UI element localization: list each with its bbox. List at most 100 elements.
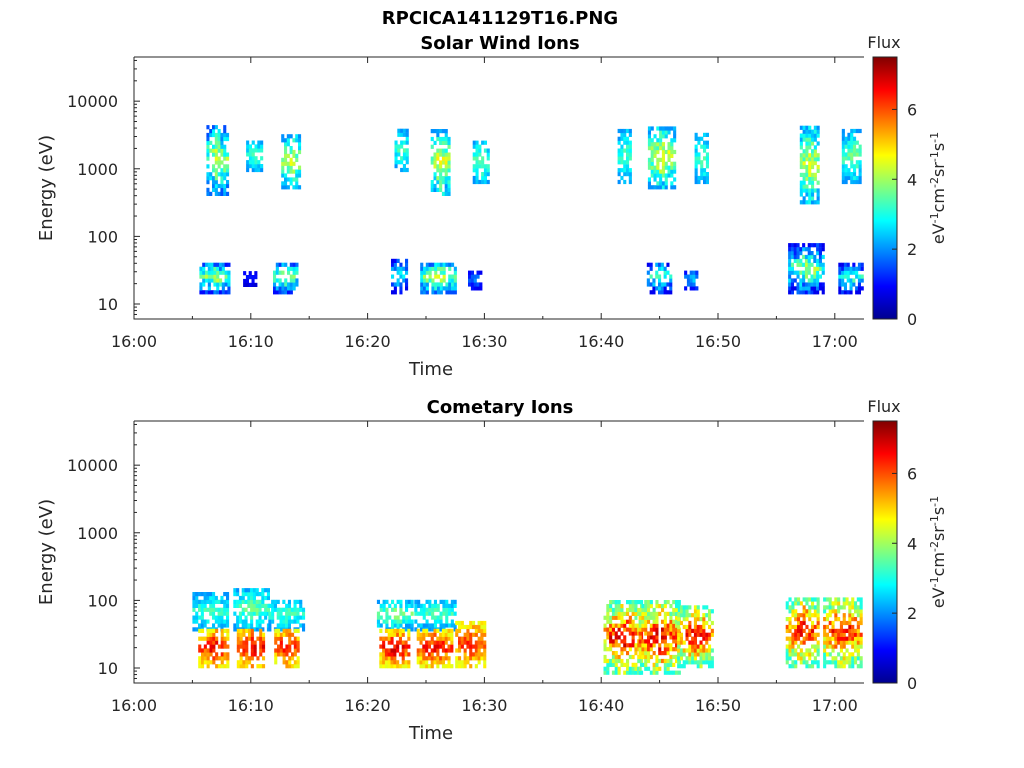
heatmap-cell	[460, 624, 464, 630]
heatmap-cell	[207, 278, 211, 283]
heatmap-cell	[463, 640, 467, 645]
heatmap-cell	[685, 609, 689, 614]
heatmap-cell	[802, 274, 806, 279]
heatmap-cell	[805, 188, 809, 193]
heatmap-cell	[436, 168, 440, 173]
heatmap-cell	[279, 644, 283, 649]
heatmap-cell	[804, 247, 808, 252]
heatmap-cell	[217, 160, 221, 165]
heatmap-cell	[241, 619, 245, 624]
heatmap-cell	[802, 188, 806, 193]
heatmap-cell	[215, 664, 219, 669]
heatmap-cell	[620, 128, 624, 134]
heatmap-cell	[805, 636, 809, 641]
heatmap-cell	[644, 654, 648, 660]
heatmap-cell	[219, 290, 223, 295]
heatmap-cell	[788, 664, 792, 669]
heatmap-cell	[660, 266, 664, 271]
heatmap-cell	[399, 599, 403, 604]
heatmap-cell	[284, 278, 288, 283]
heatmap-cell	[816, 141, 820, 146]
heatmap-cell	[850, 148, 854, 153]
heatmap-cell	[458, 660, 462, 665]
heatmap-cell	[811, 597, 815, 602]
heatmap-cell	[468, 282, 472, 287]
heatmap-cell	[233, 611, 237, 616]
heatmap-cell	[686, 274, 690, 279]
heatmap-cell	[399, 282, 403, 287]
heatmap-cell	[439, 164, 443, 169]
heatmap-cell	[260, 164, 264, 169]
heatmap-cell	[198, 660, 202, 665]
heatmap-cell	[623, 160, 627, 165]
heatmap-cell	[693, 640, 697, 645]
heatmap-cell	[441, 148, 445, 153]
heatmap-cell	[682, 605, 686, 610]
heatmap-cell	[292, 169, 296, 174]
heatmap-cell	[684, 274, 688, 279]
heatmap-cell	[405, 270, 409, 275]
heatmap-cell	[667, 153, 671, 158]
heatmap-cell	[821, 270, 825, 275]
heatmap-cell	[679, 656, 683, 661]
heatmap-cell	[609, 615, 613, 620]
heatmap-cell	[254, 148, 258, 153]
heatmap-cell	[248, 144, 252, 149]
heatmap-cell	[853, 168, 857, 173]
heatmap-cell	[609, 662, 613, 667]
heatmap-cell	[697, 140, 701, 145]
heatmap-cell	[705, 160, 709, 165]
heatmap-cell	[430, 664, 434, 669]
heatmap-cell	[673, 161, 677, 166]
x-axis-label: Time	[408, 723, 453, 744]
heatmap-cell	[476, 282, 480, 287]
heatmap-cell	[805, 664, 809, 669]
heatmap-cell	[281, 185, 285, 190]
heatmap-cell	[404, 640, 408, 645]
heatmap-cell	[659, 130, 663, 135]
heatmap-cell	[255, 627, 259, 632]
heatmap-cell	[813, 278, 817, 283]
heatmap-cell	[206, 636, 210, 641]
heatmap-cell	[667, 169, 671, 174]
heatmap-cell	[192, 599, 196, 604]
heatmap-cell	[805, 172, 809, 177]
heatmap-cell	[788, 620, 792, 626]
heatmap-cell	[450, 644, 454, 649]
heatmap-cell	[192, 592, 196, 597]
heatmap-cell	[685, 632, 689, 637]
heatmap-cell	[254, 271, 258, 276]
heatmap-cell	[209, 632, 213, 637]
heatmap-cell	[790, 251, 794, 256]
heatmap-cell	[220, 632, 224, 637]
heatmap-cell	[823, 648, 827, 653]
heatmap-cell	[677, 644, 681, 649]
heatmap-cell	[212, 129, 216, 134]
heatmap-cell	[387, 628, 391, 633]
heatmap-cell	[214, 172, 218, 177]
heatmap-cell	[198, 599, 202, 604]
heatmap-cell	[252, 599, 256, 604]
heatmap-cell	[663, 604, 667, 609]
heatmap-cell	[673, 126, 677, 131]
heatmap-cell	[623, 639, 627, 644]
heatmap-cell	[286, 165, 290, 170]
heatmap-cell	[805, 153, 809, 158]
heatmap-cell	[422, 628, 426, 633]
heatmap-cell	[816, 262, 820, 267]
heatmap-cell	[201, 636, 205, 641]
heatmap-cell	[261, 627, 265, 632]
heatmap-cell	[447, 632, 451, 637]
heatmap-cell	[220, 652, 224, 657]
heatmap-cell	[813, 266, 817, 271]
heatmap-cell	[802, 660, 806, 665]
heatmap-cell	[614, 611, 618, 616]
heatmap-cell	[226, 656, 230, 661]
heatmap-cell	[226, 628, 230, 633]
heatmap-cell	[655, 623, 659, 628]
heatmap-cell	[788, 278, 792, 283]
heatmap-cell	[634, 643, 638, 648]
heatmap-cell	[483, 664, 487, 669]
heatmap-cell	[407, 644, 411, 649]
heatmap-cell	[430, 660, 434, 665]
